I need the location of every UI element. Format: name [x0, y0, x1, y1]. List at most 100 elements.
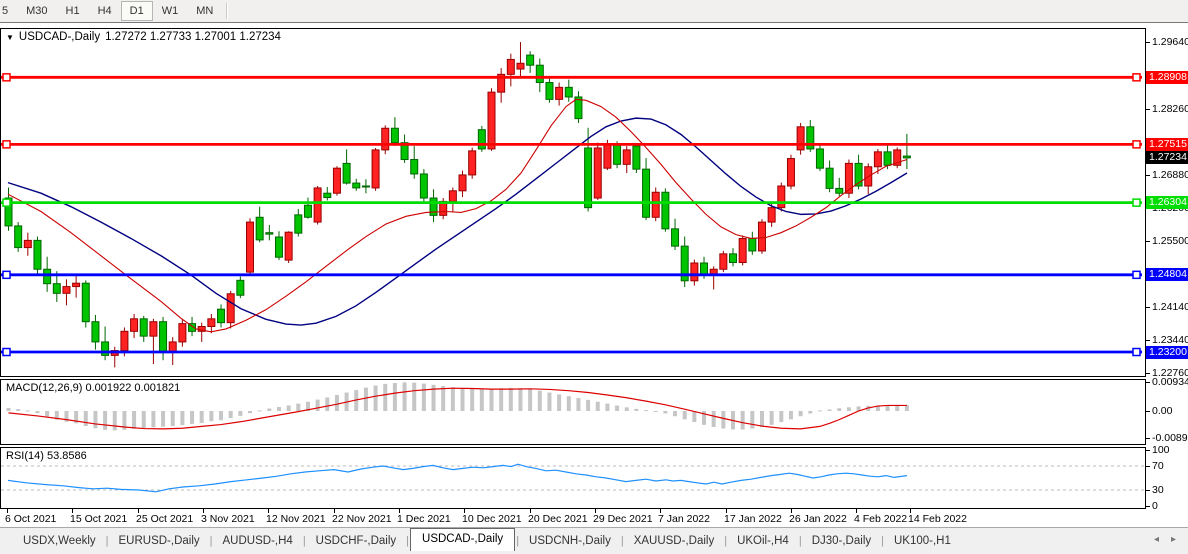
tab-audusd-h4[interactable]: AUDUSD-,H4 — [222, 535, 293, 547]
timeframe-button-m30[interactable]: M30 — [26, 5, 48, 17]
rsi-tick-mark — [1146, 490, 1150, 491]
macd-tick-label: 0.009345 — [1152, 376, 1188, 389]
macd-signal-line — [8, 387, 907, 430]
candlestick-plot[interactable] — [1, 29, 1145, 376]
macd-tick-label: 0.00 — [1152, 405, 1173, 417]
tab-eurusd-daily[interactable]: EURUSD-,Daily — [118, 535, 200, 547]
date-label: 15 Oct 2021 — [70, 513, 128, 525]
ma-slow-line — [7, 117, 908, 326]
hline-anchor-left[interactable] — [2, 73, 11, 82]
hline-anchor-right[interactable] — [1132, 140, 1141, 149]
tabs-scroll-right-icon[interactable]: ▸ — [1170, 534, 1176, 545]
timeframe-button-mn[interactable]: MN — [196, 5, 214, 17]
hline-anchor-right[interactable] — [1132, 198, 1141, 207]
macd-indicator-panel[interactable]: MACD(12,26,9) 0.001922 0.001821 — [0, 379, 1146, 445]
tab-separator: | — [406, 535, 410, 547]
hline-anchor-right[interactable] — [1132, 347, 1141, 357]
chart-dropdown-icon[interactable]: ▼ — [6, 32, 14, 42]
date-tick-mark — [7, 509, 8, 513]
hline-anchor-left[interactable] — [2, 347, 11, 357]
price-tick-mark — [1146, 241, 1150, 243]
date-tick-mark — [856, 509, 857, 513]
price-tick-mark — [1146, 340, 1150, 342]
macd-label: MACD(12,26,9) 0.001922 0.001821 — [6, 382, 181, 394]
date-tick-mark — [530, 509, 531, 513]
main-chart-panel[interactable]: ▼ USDCAD-,Daily 1.27272 1.27733 1.27001 … — [0, 28, 1146, 377]
price-tick-mark — [1146, 306, 1150, 308]
date-tick-mark — [910, 509, 911, 513]
tab-usdcad-daily[interactable]: USDCAD-,Daily — [410, 527, 516, 551]
date-tick-mark — [464, 509, 465, 513]
tab-separator: | — [209, 535, 213, 547]
tab-separator: | — [798, 535, 802, 547]
date-label: 4 Feb 2022 — [854, 513, 908, 525]
tab-xauusd-daily[interactable]: XAUUSD-,Daily — [633, 535, 715, 547]
hline-1.28908[interactable] — [1, 73, 1142, 82]
tabs-scroll-left-icon[interactable]: ◂ — [1153, 534, 1159, 545]
hline-1.27515[interactable] — [1, 140, 1142, 149]
date-axis: 6 Oct 2021 15 Oct 2021 25 Oct 2021 3 Nov 20… — [0, 509, 1146, 527]
timeframe-button-w1[interactable]: W1 — [161, 5, 179, 17]
rsi-line — [7, 463, 908, 493]
price-tick-label: 1.23440 — [1152, 334, 1188, 347]
tab-usdchf-daily[interactable]: USDCHF-,Daily — [315, 535, 397, 547]
date-label: 12 Nov 2021 — [266, 513, 326, 525]
rsi-tick-mark — [1146, 466, 1150, 467]
rsi-tick-label: 0 — [1152, 500, 1158, 509]
tab-separator: | — [620, 535, 624, 547]
timeframe-button-h4[interactable]: H4 — [97, 5, 112, 17]
tab-usdx-weekly[interactable]: USDX,Weekly — [23, 535, 96, 547]
hline-1.24804[interactable] — [1, 270, 1142, 280]
hline-anchor-right[interactable] — [1132, 270, 1141, 280]
timeframe-button-5[interactable]: 5 — [2, 5, 9, 17]
tab-separator: | — [105, 535, 109, 547]
price-tick-label: 1.22760 — [1152, 367, 1188, 380]
hline-anchor-left[interactable] — [2, 140, 11, 149]
price-tick-label: 1.28260 — [1152, 102, 1188, 115]
hline-anchor-right[interactable] — [1132, 73, 1141, 82]
tab-dj30-daily[interactable]: DJ30-,Daily — [811, 535, 872, 547]
rsi-tick-mark — [1146, 506, 1150, 507]
timeframe-toolbar: 5 M30 H1 H4 D1 W1 MN — [0, 0, 1188, 23]
tab-usdcnh-daily[interactable]: USDCNH-,Daily — [529, 535, 611, 547]
hline-price-label: 1.23200 — [1146, 345, 1188, 359]
chart-ohlc-values: 1.27272 1.27733 1.27001 1.27234 — [105, 31, 281, 43]
date-tick-mark — [203, 509, 204, 513]
rsi-plot[interactable] — [1, 448, 1145, 508]
hline-anchor-left[interactable] — [2, 198, 11, 207]
tab-ukoil-h4[interactable]: UKOil-,H4 — [737, 535, 789, 547]
macd-histogram — [6, 382, 909, 431]
macd-tick-mark — [1146, 438, 1150, 440]
hline-1.26304[interactable] — [1, 198, 1142, 207]
date-label: 1 Dec 2021 — [397, 513, 451, 525]
price-tick-mark — [1146, 373, 1150, 375]
chart-tab-bar: USDX,Weekly | EURUSD-,Daily | AUDUSD-,H4 | USD… — [0, 527, 1188, 554]
date-label: 17 Jan 2022 — [724, 513, 782, 525]
date-tick-mark — [72, 509, 73, 513]
tab-separator: | — [516, 535, 520, 547]
candles — [4, 42, 911, 368]
tab-separator: | — [881, 535, 884, 547]
date-label: 29 Dec 2021 — [593, 513, 653, 525]
hline-anchor-left[interactable] — [2, 270, 11, 280]
price-axis: 1.296401.282601.268801.262001.255001.241… — [1146, 28, 1188, 509]
date-label: 20 Dec 2021 — [528, 513, 588, 525]
tab-separator: | — [724, 535, 728, 547]
toolbar-separator — [226, 3, 229, 19]
hline-price-label: 1.27515 — [1146, 137, 1188, 151]
rsi-indicator-panel[interactable]: RSI(14) 53.8586 — [0, 447, 1146, 509]
price-tick-label: 1.29640 — [1152, 36, 1188, 49]
price-tick-label: 1.25500 — [1152, 235, 1188, 248]
date-tick-mark — [595, 509, 596, 513]
tab-uk100-h1[interactable]: UK100-,H1 — [893, 535, 951, 547]
timeframe-button-d1[interactable]: D1 — [120, 1, 153, 21]
price-tick-mark — [1146, 108, 1150, 110]
date-label: 26 Jan 2022 — [789, 513, 847, 525]
hline-1.23200[interactable] — [1, 347, 1142, 357]
macd-plot[interactable] — [1, 380, 1145, 444]
rsi-label: RSI(14) 53.8586 — [6, 450, 87, 462]
chart-legend: ▼ USDCAD-,Daily 1.27272 1.27733 1.27001 … — [6, 31, 281, 43]
hline-price-label: 1.24804 — [1146, 268, 1188, 282]
timeframe-button-h1[interactable]: H1 — [65, 5, 80, 17]
